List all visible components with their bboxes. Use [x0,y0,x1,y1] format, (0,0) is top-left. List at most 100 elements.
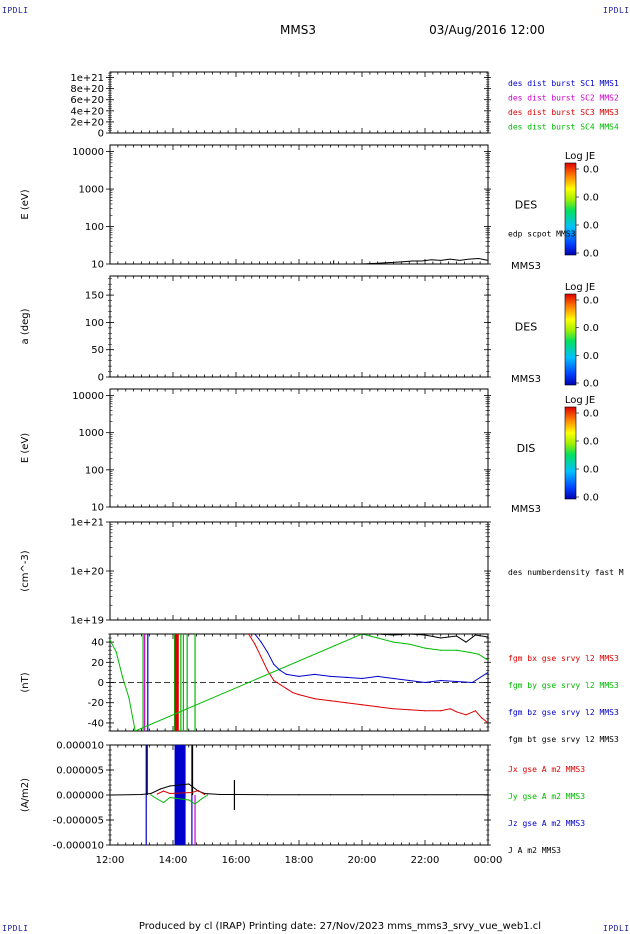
series-point [487,671,488,673]
series-line [157,789,205,795]
y-tick-label: 1e+21 [70,518,104,529]
panel-des-energy [106,144,579,265]
series-line [254,634,488,684]
colorbar-tick-label: 0.0 [583,249,599,260]
series-point [260,656,262,658]
series-point [392,641,395,643]
overlay-label: edp scpot MMS3 [508,230,576,239]
y-axis-label: a (deg) [20,308,31,344]
y-tick-label: 8e+20 [70,84,104,95]
series-point [345,676,347,679]
ipdli-logo-top-left: IPDLI [2,6,29,15]
colorbar-tick-label: 0.0 [583,437,599,448]
spacecraft-label: MMS3 [511,504,541,515]
series-point [188,799,190,801]
panel-frame [109,521,489,621]
series-point [455,680,458,683]
series-point [219,793,221,796]
series-point [169,785,171,787]
series-point [128,697,130,699]
y-axis-label: (cm^-3) [20,550,31,591]
legend-entry: des dist burst SC4 MMS4 [508,123,619,132]
y-tick-label: -0.000005 [53,816,104,827]
series-point [361,794,363,796]
series-point [197,789,199,792]
series-point [377,637,379,639]
instrument-label: DES [515,321,537,334]
colorbar-tick-label: 0.0 [583,493,599,504]
colorbar-tick-label: 0.0 [583,351,599,362]
y-tick-label: 0 [98,678,104,689]
series-point [248,634,250,635]
plot-date: 03/Aug/2016 12:00 [429,23,545,37]
ipdli-logo-bottom-left: IPDLI [2,924,29,933]
series-point [150,794,152,796]
colorbar-title: Log JE [565,151,595,162]
colorbar-tick-label: 0.0 [583,221,599,232]
colorbar-tick-label: 0.0 [583,323,599,334]
y-axis-label: (nT) [20,672,31,692]
series-point [266,669,269,672]
series-point [440,710,442,712]
y-tick-label: 4e+20 [70,106,104,117]
spacecraft-label: MMS3 [511,261,541,272]
series-point [455,635,458,637]
series-point [440,649,442,651]
series-point [408,643,410,645]
y-tick-label: 50 [91,345,104,356]
y-tick-label: 2e+20 [70,117,104,128]
colorbar [564,293,577,386]
legend-entry: des dist burst SC2 MMS2 [508,94,619,103]
colorbar [564,162,577,256]
y-tick-label: -40 [88,718,104,729]
series-point [279,683,281,686]
y-tick-label: 10000 [72,391,104,402]
series-point [260,641,262,643]
legend-entry: des numberdensity fast M [508,568,624,577]
x-tick-label: 12:00 [96,855,125,866]
ipdli-logo-bottom-right: IPDLI [603,924,630,933]
series-point [487,636,488,638]
y-axis-label: (A/m2) [20,778,31,812]
x-tick-label: 00:00 [474,855,503,866]
x-tick-label: 18:00 [285,855,314,866]
series-point [487,722,488,724]
x-tick-label: 22:00 [411,855,440,866]
series-point [273,663,275,665]
y-tick-label: 6e+20 [70,95,104,106]
y-tick-label: 0 [98,129,104,140]
series-point [455,649,458,651]
series-point [392,708,395,710]
instrument-label: DES [515,199,537,212]
series-point [474,710,476,712]
series-point [162,790,165,792]
series-point [424,634,426,636]
y-tick-label: 1e+19 [70,616,104,627]
series-point [110,639,111,641]
series-point [424,681,426,684]
y-tick-label: 1000 [79,185,104,196]
panel-frame [109,388,489,508]
footer-credit: Produced by cl (IRAP) Printing date: 27/… [139,921,541,932]
series-point [455,794,458,796]
y-tick-label: 10 [91,260,104,271]
series-point [314,673,316,676]
y-tick-label: 0.000000 [56,791,104,802]
y-tick-label: 0.000010 [56,741,104,752]
series-point [377,675,379,678]
y-tick-label: 100 [85,318,104,329]
plot-title: MMS3 [280,23,316,37]
series-point [329,794,332,796]
data-block [174,745,186,845]
panel-des-density [106,521,491,621]
series-point [298,675,300,678]
panel-fgm [106,633,491,732]
series-point [455,711,458,713]
series-point [298,794,300,796]
y-tick-label: 1000 [79,428,104,439]
series-point [156,793,158,795]
series-point [408,634,410,635]
panel-des-pitch [106,275,579,386]
series-point [254,634,256,635]
